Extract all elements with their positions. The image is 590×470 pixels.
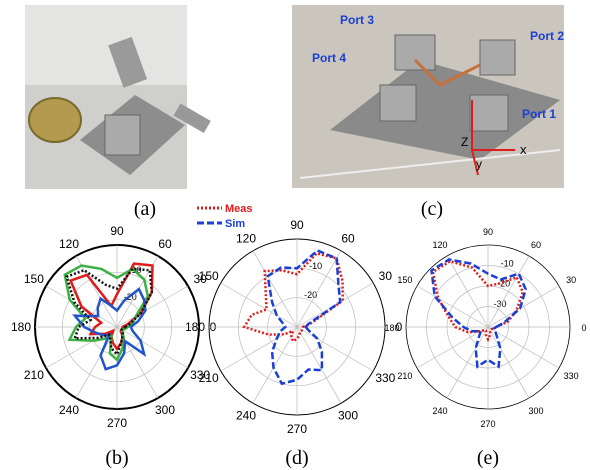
angle-label: 270 <box>480 419 495 429</box>
photo-a <box>25 5 211 189</box>
angle-label: 60 <box>158 237 172 251</box>
angle-label: 90 <box>290 218 304 232</box>
spoke <box>252 326 298 404</box>
axis-label: y <box>476 157 482 171</box>
spoke <box>296 250 342 328</box>
angle-label: 180 <box>384 323 399 333</box>
axis-label: x <box>520 142 527 157</box>
angle-label: 30 <box>379 269 393 283</box>
angle-label: 90 <box>483 227 493 237</box>
pattern-trace <box>72 287 147 371</box>
angle-label: 0 <box>581 323 586 333</box>
r-tick-label: -10 <box>309 261 322 271</box>
angle-label: 0 <box>396 320 403 334</box>
spoke <box>446 255 489 328</box>
spoke <box>116 326 189 369</box>
caption: (e) <box>477 447 499 469</box>
spoke <box>487 326 560 369</box>
spoke <box>487 326 530 399</box>
angle-label: 60 <box>531 240 541 250</box>
legend-label: Sim <box>225 218 245 230</box>
caption: (b) <box>105 447 128 469</box>
angle-label: 210 <box>397 371 412 381</box>
caption: (c) <box>421 198 443 220</box>
angle-label: 120 <box>59 237 79 251</box>
caption: (a) <box>134 198 156 220</box>
angle-label: 210 <box>24 368 44 382</box>
port-label: Port 4 <box>312 51 346 65</box>
pattern-trace <box>242 251 344 344</box>
angle-label: 240 <box>59 403 79 417</box>
angle-label: 270 <box>107 416 127 430</box>
angle-label: 150 <box>24 272 44 286</box>
legend-label: Meas <box>225 203 253 215</box>
angle-label: 120 <box>236 232 256 246</box>
angle-label: 330 <box>190 368 210 382</box>
r-tick-label: -10 <box>501 258 514 268</box>
angle-label: 270 <box>287 422 307 436</box>
caption: (d) <box>285 447 308 469</box>
angle-label: 300 <box>528 406 543 416</box>
angle-label: 180 <box>11 320 31 334</box>
port-label: Port 1 <box>522 107 556 121</box>
spoke <box>220 326 298 372</box>
pattern-trace <box>63 264 150 362</box>
spoke <box>446 326 489 399</box>
spoke <box>75 255 118 328</box>
pattern-trace <box>430 258 528 369</box>
r-tick-label: -20 <box>497 279 510 289</box>
spoke <box>220 282 298 328</box>
spoke <box>416 326 489 369</box>
angle-label: 180 <box>185 320 205 334</box>
spoke <box>252 250 298 328</box>
angle-label: 210 <box>199 371 219 385</box>
spoke <box>296 326 342 404</box>
angle-label: 330 <box>375 371 395 385</box>
axis-label: Z <box>461 135 468 149</box>
r-tick-label: -30 <box>494 299 507 309</box>
spoke <box>487 255 530 328</box>
angle-label: 30 <box>566 275 576 285</box>
r-tick-label: -20 <box>304 290 317 300</box>
spoke <box>116 285 189 328</box>
angle-label: 60 <box>341 232 355 246</box>
spoke <box>296 326 374 372</box>
angle-label: 120 <box>432 240 447 250</box>
angle-label: 240 <box>432 406 447 416</box>
spoke <box>416 285 489 328</box>
angle-label: 300 <box>338 408 358 422</box>
pattern-trace <box>65 267 154 357</box>
angle-label: 150 <box>397 275 412 285</box>
angle-label: 300 <box>155 403 175 417</box>
angle-label: 150 <box>199 269 219 283</box>
port-label: Port 2 <box>530 29 564 43</box>
spoke <box>487 285 560 328</box>
angle-label: 30 <box>193 272 207 286</box>
photo-c: Port 3 Port 2 Port 4 Port 1 Z x y <box>292 5 564 188</box>
angle-label: 330 <box>564 371 579 381</box>
pattern-trace <box>431 259 525 343</box>
pattern-trace <box>266 249 342 386</box>
port-label: Port 3 <box>340 13 374 27</box>
angle-label: 240 <box>236 408 256 422</box>
angle-label: 90 <box>110 224 124 238</box>
